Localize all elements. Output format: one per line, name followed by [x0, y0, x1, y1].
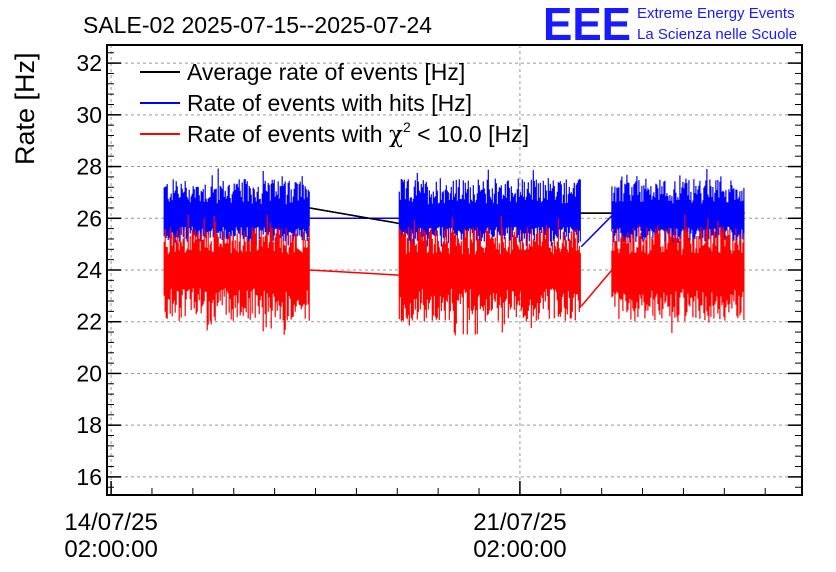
series-noise-1-segment-0 [163, 168, 310, 246]
y-tick-label: 18 [76, 412, 102, 438]
series-noise-2-segment-1 [398, 216, 581, 336]
series-noise-1-segment-1 [398, 169, 581, 248]
series-noise-2-segment-2 [611, 214, 745, 333]
logo-line-1: Extreme Energy Events [637, 5, 795, 22]
legend-label-hits: Rate of events with hits [Hz] [187, 90, 472, 116]
logo-line-2: La Scienza nelle Scuole [637, 26, 797, 43]
y-tick-label: 20 [76, 360, 102, 386]
y-tick-label: 30 [76, 102, 102, 128]
y-tick-label: 22 [76, 309, 102, 335]
y-tick-label: 16 [76, 464, 102, 490]
x-tick-label-date: 14/07/25 [64, 509, 157, 536]
series-connector-1 [580, 215, 613, 248]
x-tick-label-time: 02:00:00 [473, 536, 566, 563]
series-connector-2 [580, 269, 613, 307]
legend-label-chi2: Rate of events with χ2 < 10.0 [Hz] [187, 119, 529, 148]
x-tick-label-time: 02:00:00 [64, 536, 157, 563]
x-tick-label-date: 21/07/25 [473, 509, 566, 536]
series-noise-2-segment-0 [163, 214, 310, 335]
series-connector-2 [309, 269, 400, 276]
legend: Average rate of events [Hz] Rate of even… [140, 59, 529, 148]
legend-label-average: Average rate of events [Hz] [187, 59, 465, 85]
y-tick-label: 24 [76, 257, 102, 283]
series-noise-1-segment-2 [611, 169, 745, 249]
y-tick-label: 32 [76, 50, 102, 76]
eee-logo: EEE Extreme Energy Events La Scienza nel… [543, 0, 797, 50]
y-axis-label: Rate [Hz] [10, 52, 40, 165]
tick-layer: 16182022242628303214/07/2502:00:0021/07/… [64, 50, 802, 563]
series-layer [163, 168, 745, 336]
y-tick-label: 28 [76, 154, 102, 180]
logo-text: EEE [543, 0, 631, 50]
y-tick-label: 26 [76, 205, 102, 231]
chart-title: SALE-02 2025-07-15--2025-07-24 [83, 12, 432, 38]
